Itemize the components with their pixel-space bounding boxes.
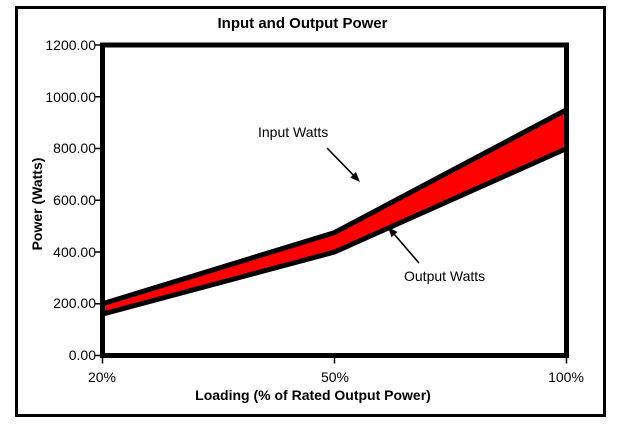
arrow-line: [393, 234, 420, 264]
output-watts-annotation: Output Watts: [404, 268, 486, 284]
input-watts-line: [101, 107, 568, 307]
y-tick-label: 400.00: [53, 244, 96, 260]
x-tick-label: 100%: [548, 369, 584, 385]
output-watts-line: [101, 146, 568, 317]
y-tick-label: 200.00: [53, 295, 96, 311]
chart-title: Input and Output Power: [217, 15, 388, 32]
band-fill: [102, 109, 567, 315]
y-tick-label: 0.00: [68, 347, 96, 363]
x-axis-title: Loading (% of Rated Output Power): [195, 387, 431, 403]
plot-frame: [100, 42, 569, 358]
x-tick-label: 20%: [87, 369, 117, 385]
chart-border: [15, 6, 606, 417]
input-watts-annotation: Input Watts: [258, 124, 329, 140]
y-tick-label: 1000.00: [45, 89, 96, 105]
arrow-head: [350, 172, 360, 182]
output-watts-arrow: [388, 227, 420, 264]
y-tick-label: 600.00: [53, 192, 96, 208]
arrow-head: [388, 227, 398, 238]
input-watts-arrow: [326, 147, 360, 182]
y-tick-label: 1200.00: [45, 37, 96, 53]
arrow-line: [326, 147, 354, 176]
axis-ticks: [95, 44, 568, 364]
x-tick-label: 50%: [320, 369, 350, 385]
y-tick-label: 800.00: [53, 140, 96, 156]
